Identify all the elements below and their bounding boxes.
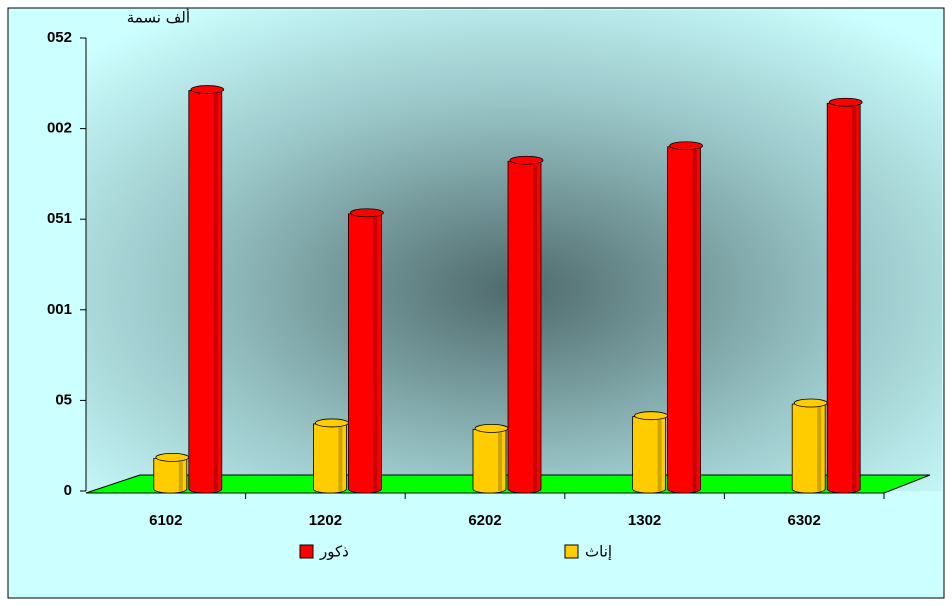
bar	[826, 102, 861, 494]
bar	[313, 423, 347, 494]
y-tick-label: 0	[64, 482, 72, 499]
bar	[153, 457, 188, 494]
bar-top	[634, 411, 668, 421]
bar	[188, 90, 223, 494]
y-axis-title: ألف نسمة	[127, 8, 190, 27]
legend-swatch	[299, 544, 314, 559]
y-tick-label: 051	[47, 210, 72, 227]
y-tick-label: 002	[47, 120, 72, 137]
x-tick-label: 1202	[309, 512, 342, 529]
bar-top	[509, 155, 544, 165]
bar	[667, 146, 701, 494]
bar	[791, 403, 826, 494]
bar	[632, 416, 666, 494]
bar-top	[349, 208, 384, 218]
x-tick-label: 6202	[468, 512, 501, 529]
y-tick-label: 052	[47, 29, 72, 46]
x-tick-label: 6102	[149, 512, 182, 529]
bar-top	[155, 452, 190, 462]
legend-swatch	[564, 544, 579, 559]
bar-top	[474, 423, 509, 433]
bar-top	[793, 398, 828, 408]
legend-label: ذكور	[319, 543, 349, 561]
x-tick-label: 6302	[788, 512, 821, 529]
legend-label: إناث	[585, 543, 612, 561]
y-tick-label: 001	[47, 301, 72, 318]
bar-top	[314, 418, 349, 428]
y-tick-label: 05	[55, 391, 72, 408]
bar-top	[669, 141, 703, 151]
bar-top	[190, 85, 225, 94]
bar	[507, 160, 542, 494]
bar-top	[828, 97, 863, 107]
bar	[348, 213, 382, 494]
x-tick-label: 1302	[628, 512, 661, 529]
bar	[472, 428, 507, 494]
